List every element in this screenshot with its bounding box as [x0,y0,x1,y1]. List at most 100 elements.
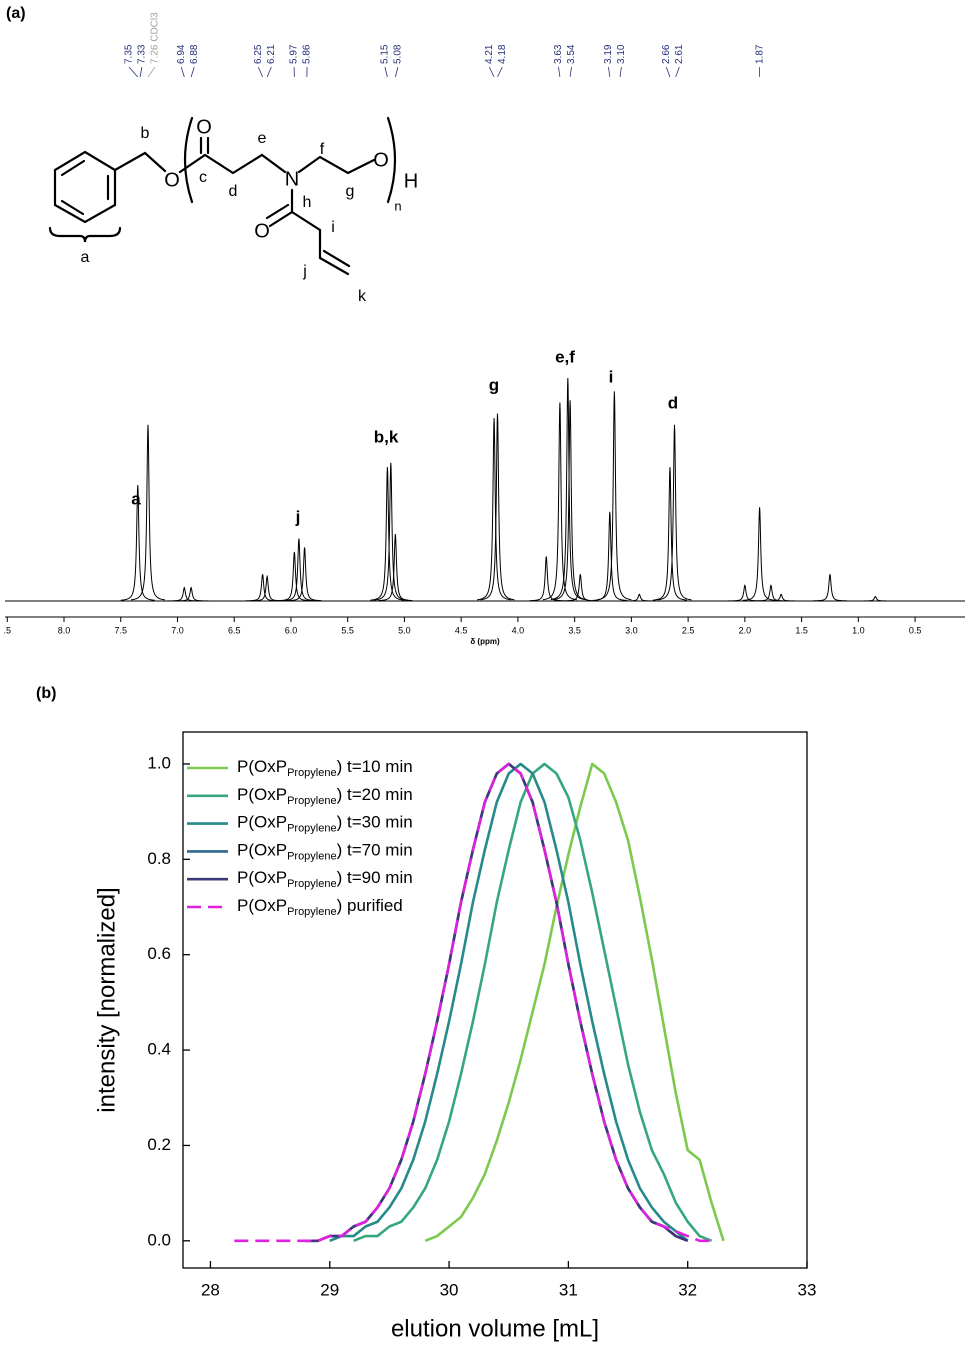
x-tick-label: 6.0 [285,625,298,635]
pick-connector [665,66,671,78]
x-tick-label: 7.5 [114,625,127,635]
legend-label-part: Propylene [287,850,337,862]
structure-label: a [81,249,90,266]
spectrum-peak [592,511,627,601]
x-tick-label: 5.0 [398,625,411,635]
x-axis-label: elution volume [mL] [391,1315,599,1342]
legend-label-part: P(OxP [237,896,287,915]
legend-label: P(OxPPropylene) t=20 min [237,785,413,806]
structure-label: k [358,288,367,305]
peak-pick-label: 6.25 [253,44,264,64]
peak-pick-label: 7.33 [137,44,148,64]
legend-label-part: Propylene [287,906,337,918]
structure-label: b [141,125,150,142]
x-tick-label: 2.5 [682,625,695,635]
spectrum-peak [753,584,788,602]
y-tick-label: 0.6 [147,944,171,963]
structure-label: g [346,183,355,200]
spectrum-peak [250,574,285,602]
pick-connector [139,66,143,78]
x-tick-label: 33 [798,1280,817,1299]
spectrum-peak [727,584,762,602]
peak-pick-label: 3.54 [566,44,577,64]
pick-connector [147,66,156,78]
structure-label: j [302,263,307,280]
spectrum-peak [858,595,893,602]
y-tick-label: 0.8 [147,849,171,868]
pick-connector [180,66,185,78]
legend-label-part: ) t=20 min [337,785,413,804]
plot-frame [182,731,808,1269]
spectrum-peak [764,593,799,602]
spectrum-peak [657,424,692,601]
spectrum-peak [742,507,777,601]
benzene-ring [53,150,117,224]
legend-label-part: ) t=90 min [337,869,413,888]
spectrum-peak [812,574,848,602]
carbonyl-bond [199,136,210,155]
brace [48,226,122,243]
legend-label: P(OxPPropylene) t=30 min [237,813,413,834]
peak-label: b,k [374,427,399,446]
peak-pick-label: 2.61 [674,44,685,64]
peak-pick-label: 5.08 [393,44,404,64]
x-tick-label: 30 [440,1280,459,1299]
panel-label: (b) [36,685,56,702]
pick-connector [128,66,139,78]
spectrum-peak [652,467,688,601]
spectrum-peak [378,534,413,602]
legend-label-part: P(OxP [237,841,287,860]
structure-label: O [254,220,270,242]
y-tick-label: 0.0 [147,1230,171,1249]
x-tick-label: 1.0 [852,625,865,635]
structure-label: O [164,169,180,191]
spectrum-peak [287,547,322,602]
x-tick-label: 8.0 [58,625,71,635]
peak-pick-label: 1.87 [754,44,765,64]
spectrum-peak [245,574,280,602]
structure-label: i [331,219,335,236]
spectrum-peak [370,467,405,601]
peak-pick-label: 5.86 [302,44,313,64]
series-line [305,762,689,1243]
spectrum-peak [529,556,564,602]
legend-label-part: P(OxP [237,869,287,888]
peak-pick-label: 4.18 [497,44,508,64]
spectrum-peak [373,462,408,601]
x-tick-label: 3.5 [568,625,581,635]
spectrum-peak [130,424,166,601]
x-axis-label: δ (ppm) [470,637,500,646]
series-line [234,762,712,1243]
structure-label: H [404,170,418,192]
x-tick-label: 4.0 [512,625,525,635]
peak-pick-label: 3.63 [553,44,564,64]
pick-connector [675,66,680,78]
peak-pick-label: 5.97 [289,44,300,64]
spectrum-peak [622,593,657,602]
peak-pick-label: 6.21 [266,44,277,64]
peak-pick-label: 6.88 [189,44,200,64]
peak-label: i [609,367,614,386]
pick-connector [558,66,561,78]
legend-label-part: P(OxP [237,813,287,832]
peak-pick-label: 2.66 [661,44,672,64]
pick-connector [569,66,572,78]
legend-label-part: Propylene [287,823,337,835]
peak-label: a [131,489,141,508]
spectrum-peak [542,402,577,601]
pick-connector [266,66,272,78]
peak-label: g [489,375,499,394]
peak-pick-label: 7.35 [124,44,135,64]
x-tick-label: 5.5 [341,625,354,635]
structure-label: N [285,168,299,190]
spectrum-peak [553,400,588,601]
peak-pick-label: 4.21 [484,44,495,64]
aromatic-bonds [60,159,110,216]
legend-label: P(OxPPropylene) t=90 min [237,869,413,890]
legend-label-part: Propylene [287,795,337,807]
x-tick-label: 2.0 [739,625,752,635]
pick-connector [497,66,503,78]
legend-label-part: Propylene [287,767,337,779]
